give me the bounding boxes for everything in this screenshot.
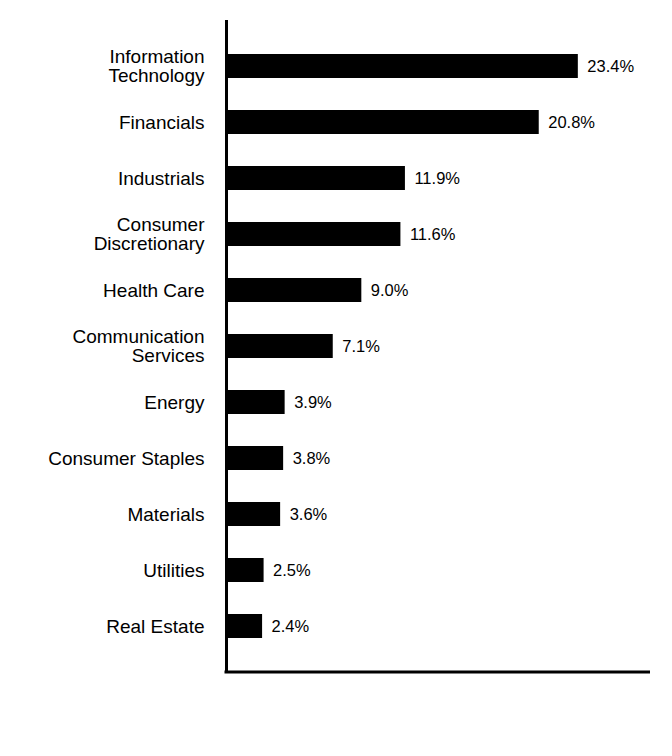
svg-text:2.4%: 2.4% [272, 617, 310, 635]
svg-text:InformationTechnology: InformationTechnology [108, 46, 205, 86]
svg-text:Real Estate: Real Estate [106, 616, 204, 637]
svg-text:Health Care: Health Care [103, 280, 204, 301]
svg-text:11.6%: 11.6% [410, 225, 456, 243]
svg-text:7.1%: 7.1% [342, 337, 380, 355]
svg-text:3.9%: 3.9% [294, 393, 332, 411]
svg-text:9.0%: 9.0% [371, 281, 409, 299]
svg-text:Materials: Materials [127, 504, 204, 525]
svg-text:23.4%: 23.4% [587, 57, 634, 75]
svg-text:11.9%: 11.9% [414, 169, 460, 187]
svg-text:20.8%: 20.8% [548, 113, 595, 131]
svg-text:Utilities: Utilities [143, 560, 204, 581]
svg-text:3.8%: 3.8% [293, 449, 331, 467]
svg-text:Financials: Financials [119, 112, 205, 133]
svg-text:Consumer Staples: Consumer Staples [48, 448, 204, 469]
svg-text:ConsumerDiscretionary: ConsumerDiscretionary [94, 214, 206, 254]
svg-text:2.5%: 2.5% [273, 561, 311, 579]
svg-text:Energy: Energy [144, 392, 205, 413]
svg-text:CommunicationServices: CommunicationServices [73, 326, 205, 366]
svg-text:Industrials: Industrials [118, 168, 205, 189]
svg-text:3.6%: 3.6% [290, 505, 328, 523]
